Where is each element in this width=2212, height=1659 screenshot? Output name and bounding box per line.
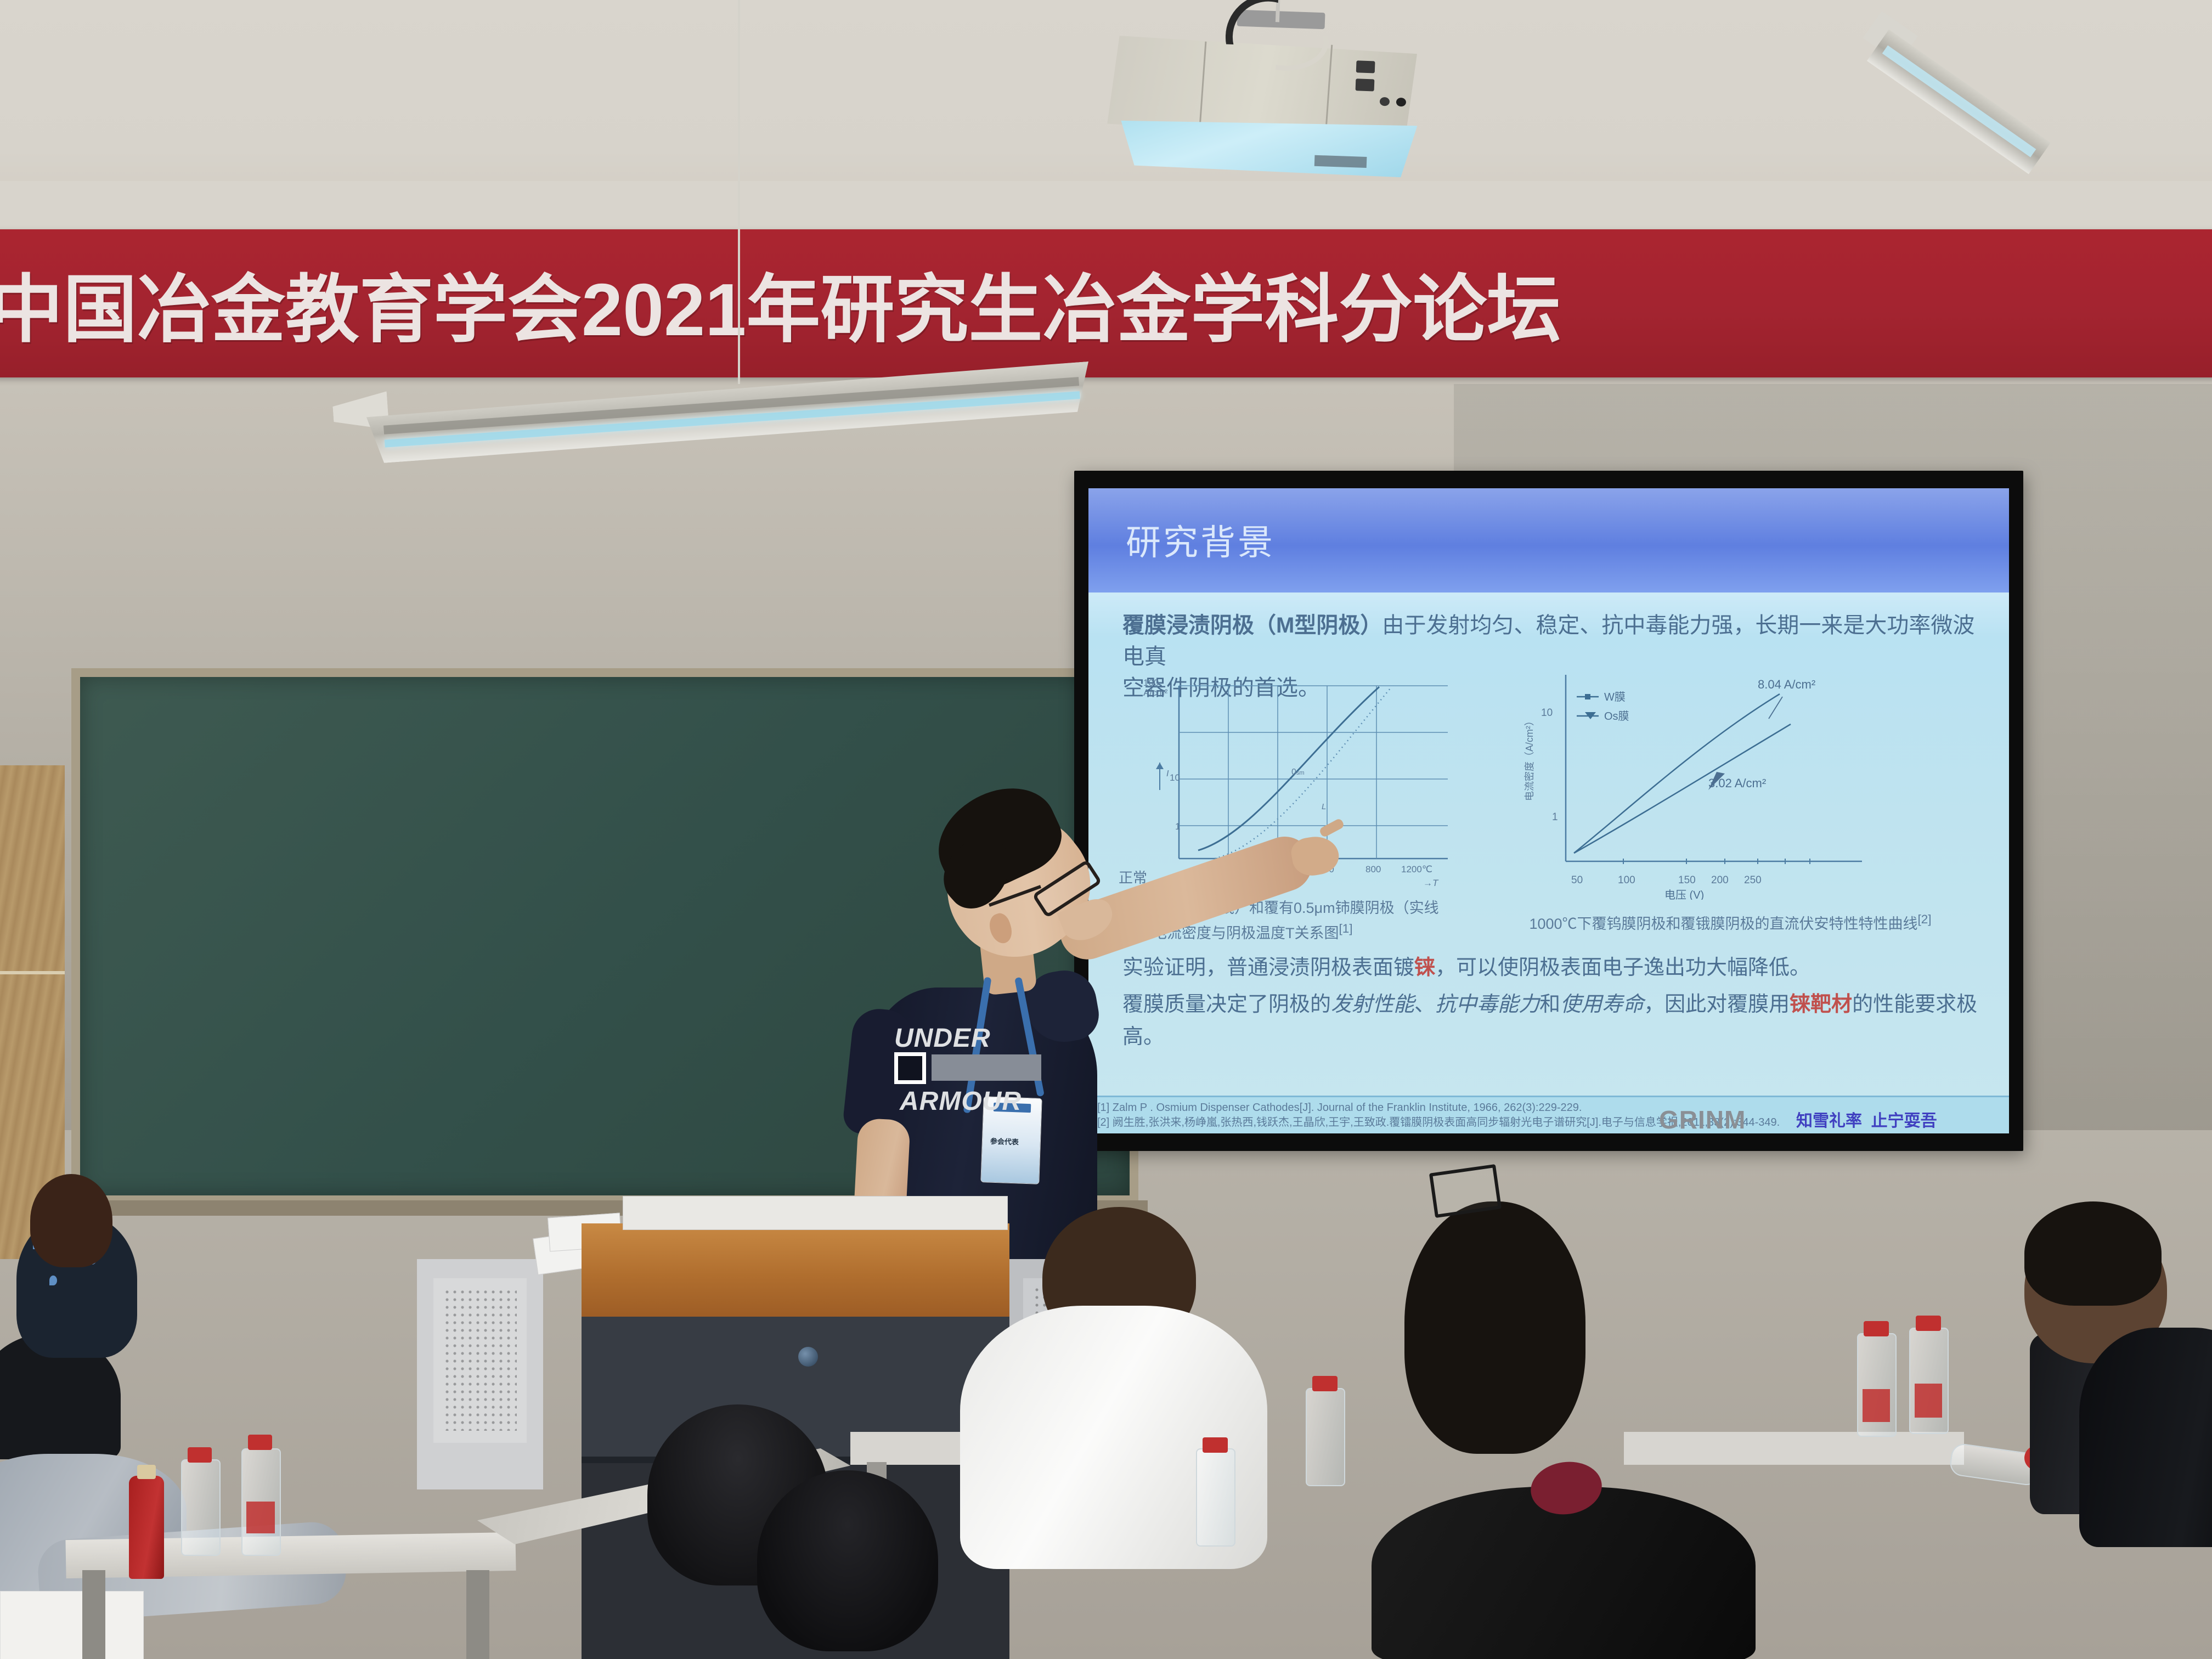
svg-text:10: 10 (1541, 707, 1553, 719)
svg-text:W膜: W膜 (1604, 691, 1626, 703)
svg-text:50: 50 (1571, 874, 1583, 886)
svg-text:0sm: 0sm (1291, 768, 1305, 777)
svg-text:800: 800 (1365, 864, 1381, 874)
svg-text:→T: →T (1423, 878, 1439, 888)
svg-text:200: 200 (1711, 874, 1729, 886)
svg-text:1200℃: 1200℃ (1401, 864, 1432, 874)
svg-text:1: 1 (1552, 811, 1558, 823)
svg-text:电压 (V): 电压 (V) (1664, 889, 1704, 900)
svg-text:100: 100 (1143, 678, 1159, 688)
svg-text:150: 150 (1678, 874, 1696, 886)
svg-text:100: 100 (1618, 874, 1635, 886)
svg-text:L: L (1322, 802, 1326, 811)
svg-text:电流密度（A/cm²）: 电流密度（A/cm²） (1524, 716, 1535, 801)
svg-text:Os膜: Os膜 (1604, 710, 1629, 723)
svg-text:8.04 A/cm²: 8.04 A/cm² (1758, 678, 1815, 691)
svg-text:250: 250 (1744, 874, 1762, 886)
svg-text:A/cm²: A/cm² (1143, 687, 1168, 698)
